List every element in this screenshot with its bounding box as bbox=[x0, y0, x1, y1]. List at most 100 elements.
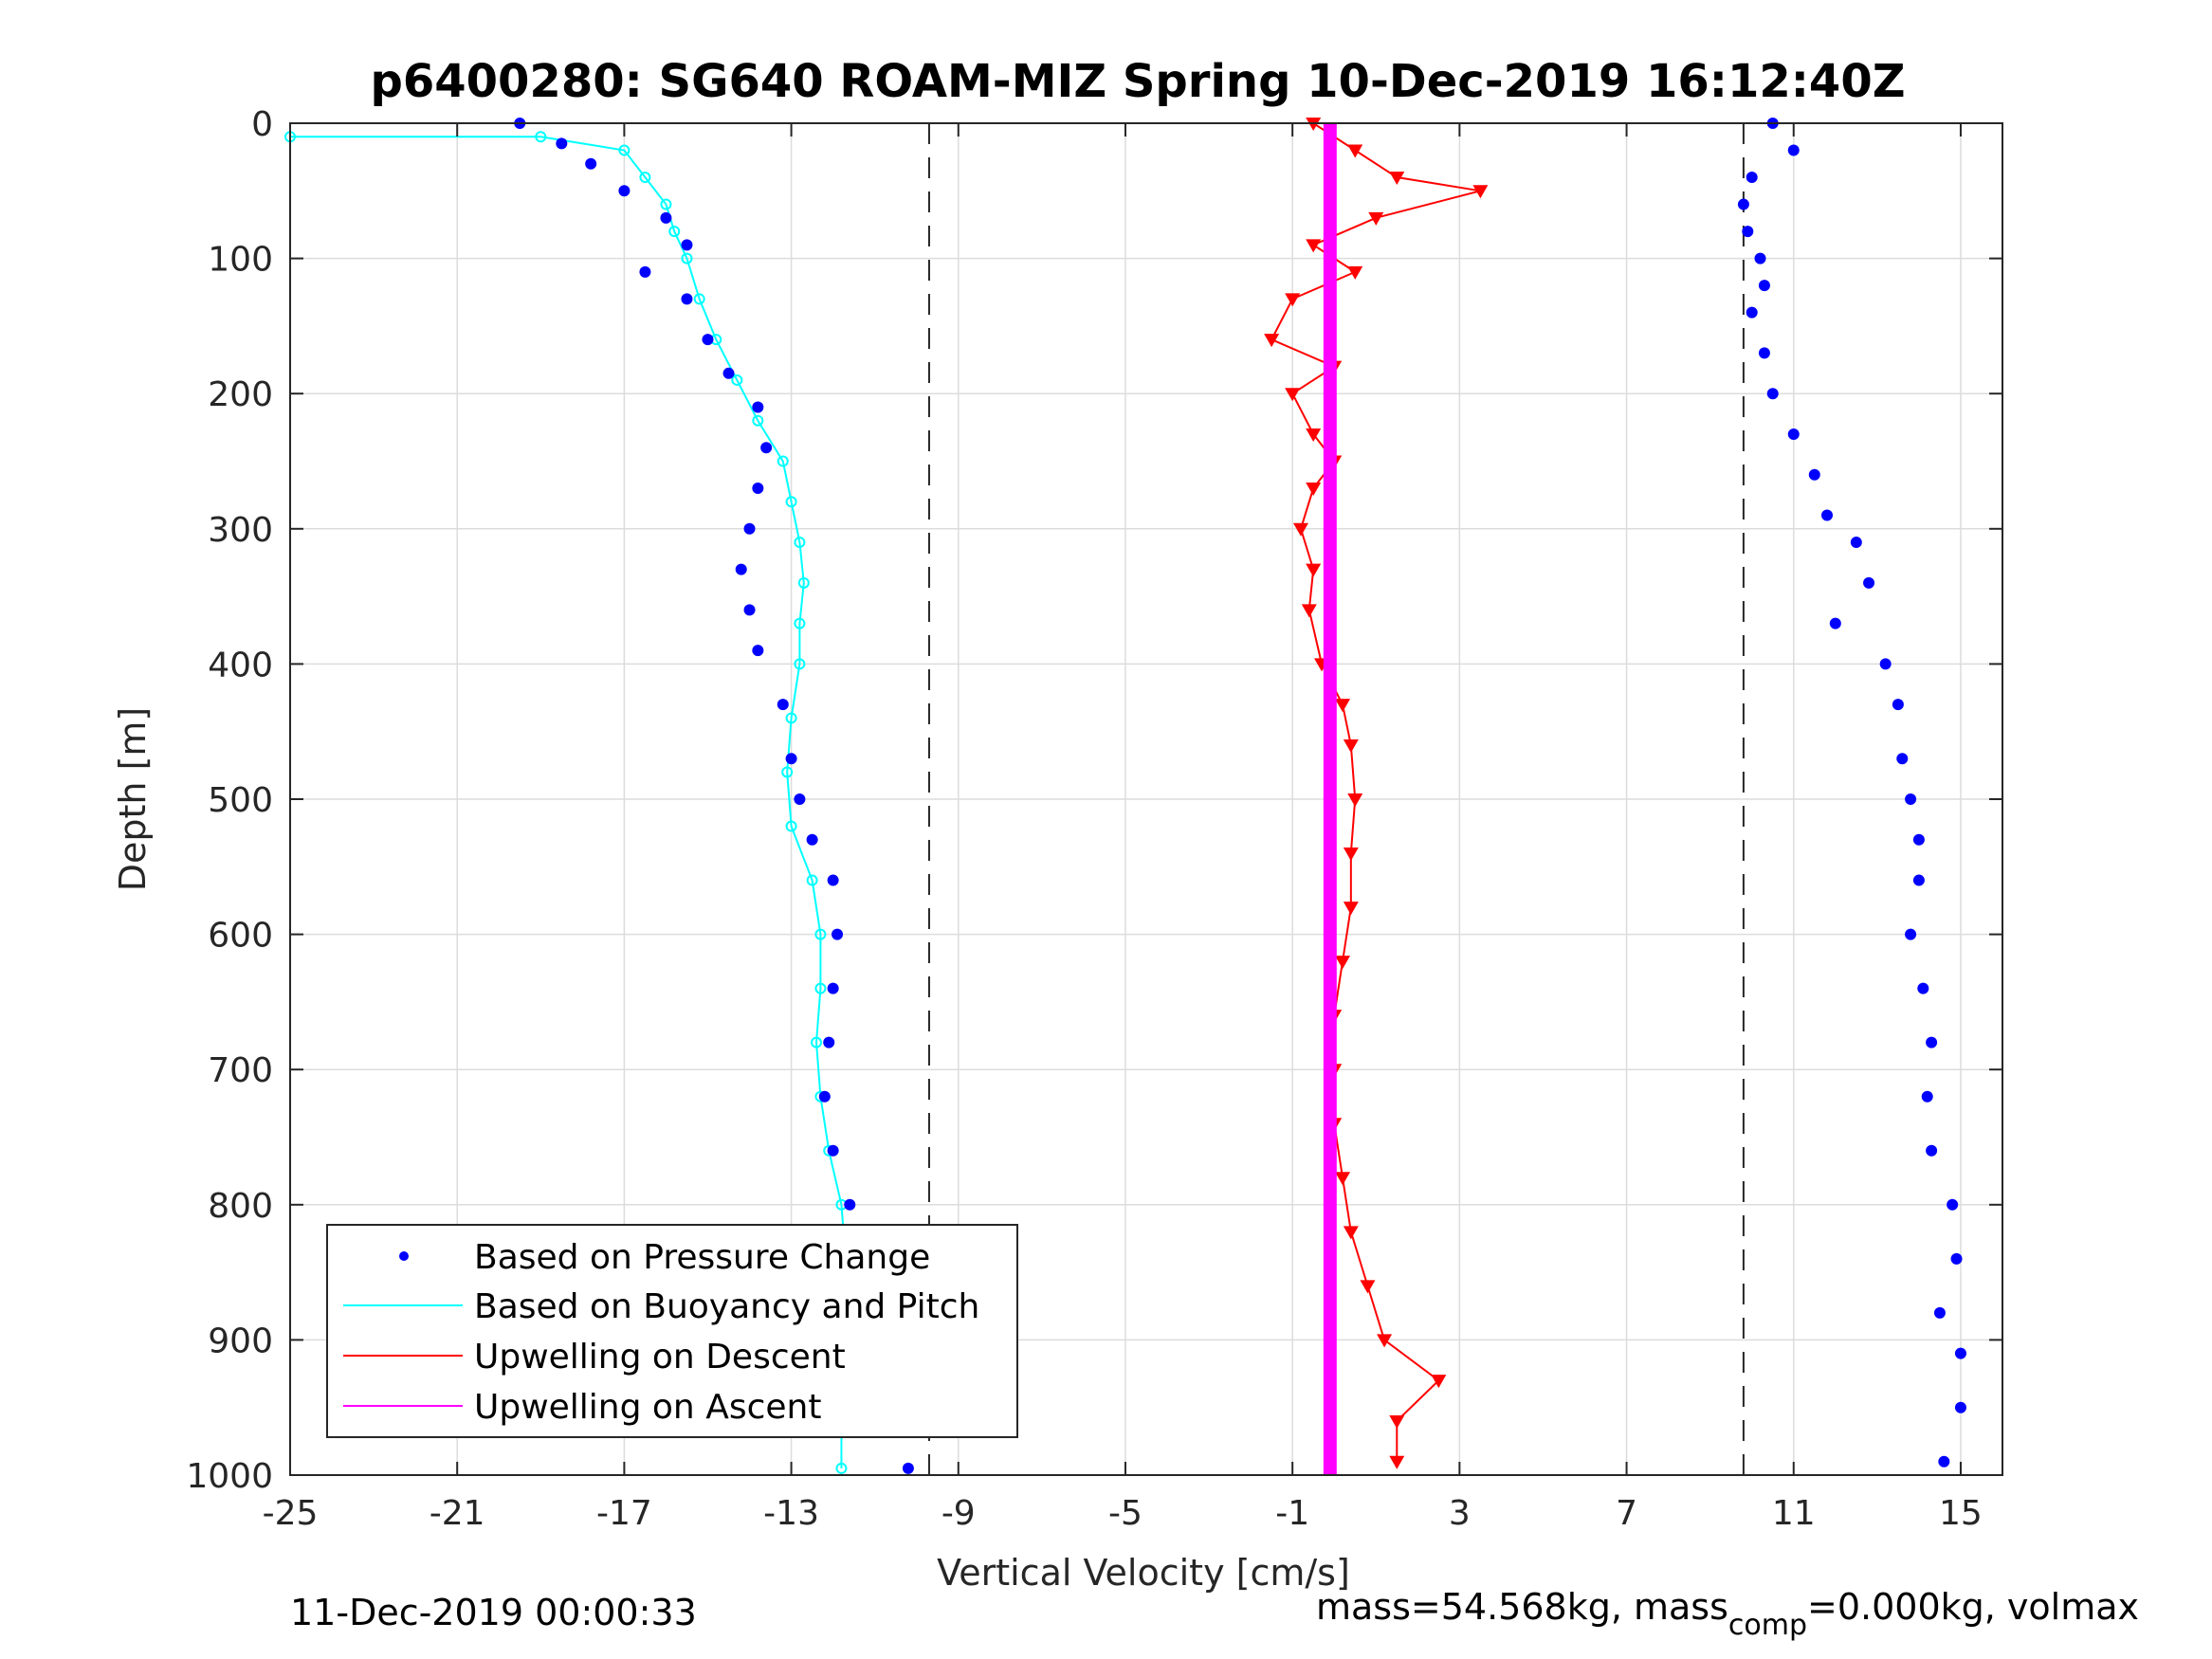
y-tick-label: 500 bbox=[208, 781, 273, 820]
y-axis-ticks: 0 100 200 300 400 500 600 700 800 900 1000 bbox=[186, 105, 2002, 1496]
legend-label-ascent: Upwelling on Ascent bbox=[474, 1388, 821, 1427]
upwelling-descent-point bbox=[1306, 563, 1322, 577]
pressure-point bbox=[1954, 1401, 1966, 1413]
footer-mass: mass=54.568kg, masscomp=0.000kg, volmax bbox=[1316, 1586, 2139, 1642]
pressure-point bbox=[1896, 753, 1909, 765]
x-tick-label: -17 bbox=[596, 1494, 652, 1533]
pressure-point bbox=[556, 137, 568, 150]
pressure-point bbox=[1808, 468, 1820, 481]
legend: Based on Pressure Change Based on Buoyan… bbox=[326, 1224, 1018, 1438]
buoyancy-point bbox=[781, 766, 794, 778]
buoyancy-point bbox=[681, 252, 693, 264]
pressure-point bbox=[1758, 347, 1770, 359]
upwelling-descent-point bbox=[1347, 265, 1363, 280]
buoyancy-point bbox=[785, 820, 797, 832]
upwelling-descent-point bbox=[1431, 1375, 1447, 1389]
upwelling-descent-point bbox=[1285, 388, 1301, 402]
pressure-point bbox=[1742, 226, 1754, 238]
y-tick-label: 200 bbox=[208, 375, 273, 414]
y-tick-label: 900 bbox=[208, 1322, 273, 1360]
upwelling-descent-point bbox=[1360, 1280, 1376, 1294]
upwelling-descent-point bbox=[1335, 956, 1351, 970]
pressure-point bbox=[1787, 144, 1800, 156]
y-tick-label: 700 bbox=[208, 1051, 273, 1090]
buoyancy-point bbox=[535, 131, 547, 143]
upwelling-descent-point bbox=[1368, 211, 1384, 226]
pressure-point bbox=[1926, 1036, 1938, 1048]
buoyancy-point bbox=[835, 1462, 848, 1474]
pressure-point bbox=[1879, 658, 1892, 670]
pressure-point bbox=[1746, 172, 1758, 184]
legend-label-buoyancy: Based on Buoyancy and Pitch bbox=[474, 1287, 979, 1326]
pressure-point bbox=[818, 1090, 831, 1103]
pressure-point bbox=[1905, 793, 1917, 805]
pressure-point bbox=[1863, 576, 1875, 589]
pressure-point bbox=[844, 1198, 856, 1211]
buoyancy-point bbox=[797, 576, 810, 589]
upwelling-descent-point bbox=[1343, 738, 1359, 753]
pressure-point bbox=[760, 442, 773, 454]
pressure-point bbox=[1820, 509, 1833, 521]
buoyancy-point bbox=[693, 293, 705, 305]
pressure-point bbox=[1917, 982, 1929, 994]
upwelling-descent-point bbox=[1343, 902, 1359, 916]
pressure-point bbox=[681, 293, 693, 305]
pressure-point bbox=[1829, 617, 1841, 629]
x-tick-label: -13 bbox=[763, 1494, 819, 1533]
pressure-point bbox=[823, 1036, 835, 1048]
buoyancy-point bbox=[777, 455, 789, 467]
x-tick-label: 3 bbox=[1449, 1494, 1471, 1533]
pressure-point bbox=[832, 928, 844, 940]
upwelling-descent-point bbox=[1306, 428, 1322, 442]
buoyancy-point bbox=[731, 374, 743, 386]
pressure-point bbox=[1850, 537, 1862, 549]
buoyancy-point bbox=[794, 617, 806, 629]
buoyancy-point bbox=[785, 712, 797, 724]
upwelling-descent-point bbox=[1292, 522, 1308, 537]
buoyancy-point bbox=[785, 496, 797, 508]
upwelling-descent-point bbox=[1472, 185, 1489, 199]
y-tick-label: 600 bbox=[208, 917, 273, 956]
pressure-point bbox=[660, 211, 672, 224]
x-axis-ticks: -25 -21 -17 -13 -9 -5 -1 3 7 11 15 bbox=[263, 123, 1983, 1533]
upwelling-descent-point bbox=[1377, 1334, 1393, 1348]
legend-entry-buoyancy: Based on Buoyancy and Pitch bbox=[343, 1287, 979, 1326]
pressure-point bbox=[777, 699, 789, 711]
upwelling-descent-point bbox=[1389, 1455, 1405, 1469]
buoyancy-point bbox=[806, 874, 818, 886]
pressure-point bbox=[827, 874, 839, 886]
y-tick-label: 800 bbox=[208, 1187, 273, 1226]
y-tick-label: 0 bbox=[251, 105, 273, 144]
upwelling-descent-point bbox=[1264, 334, 1280, 348]
pressure-point bbox=[1754, 252, 1766, 264]
pressure-point bbox=[1926, 1144, 1938, 1157]
chart-title: p6400280: SG640 ROAM-MIZ Spring 10-Dec-2… bbox=[370, 55, 1905, 108]
pressure-point bbox=[1892, 699, 1904, 711]
x-tick-label: 7 bbox=[1616, 1494, 1637, 1533]
series-buoyancy-pitch bbox=[284, 131, 851, 1474]
buoyancy-point bbox=[752, 414, 764, 427]
x-tick-label: -5 bbox=[1108, 1494, 1143, 1533]
upwelling-descent-point bbox=[1335, 1172, 1351, 1186]
footer-mass-tail: =0.000kg, volmax bbox=[1807, 1586, 2139, 1628]
pressure-point bbox=[1954, 1347, 1966, 1359]
buoyancy-point bbox=[794, 658, 806, 670]
pressure-point bbox=[722, 367, 735, 379]
buoyancy-point bbox=[794, 537, 806, 549]
pressure-point bbox=[1912, 833, 1925, 846]
pressure-point bbox=[827, 982, 839, 994]
upwelling-descent-point bbox=[1285, 293, 1301, 307]
pressure-point bbox=[743, 522, 756, 535]
x-tick-label: -25 bbox=[263, 1494, 319, 1533]
pressure-point bbox=[752, 401, 764, 413]
pressure-point bbox=[1921, 1090, 1933, 1103]
legend-label-descent: Upwelling on Descent bbox=[474, 1338, 846, 1376]
pressure-point bbox=[702, 334, 714, 346]
pressure-point bbox=[794, 793, 806, 805]
legend-label-pressure: Based on Pressure Change bbox=[474, 1238, 930, 1277]
y-tick-label: 300 bbox=[208, 511, 273, 550]
upwelling-descent-point bbox=[1343, 1226, 1359, 1240]
pressure-point bbox=[1933, 1306, 1946, 1319]
upwelling-descent-point bbox=[1335, 699, 1351, 713]
legend-box bbox=[326, 1224, 1018, 1438]
